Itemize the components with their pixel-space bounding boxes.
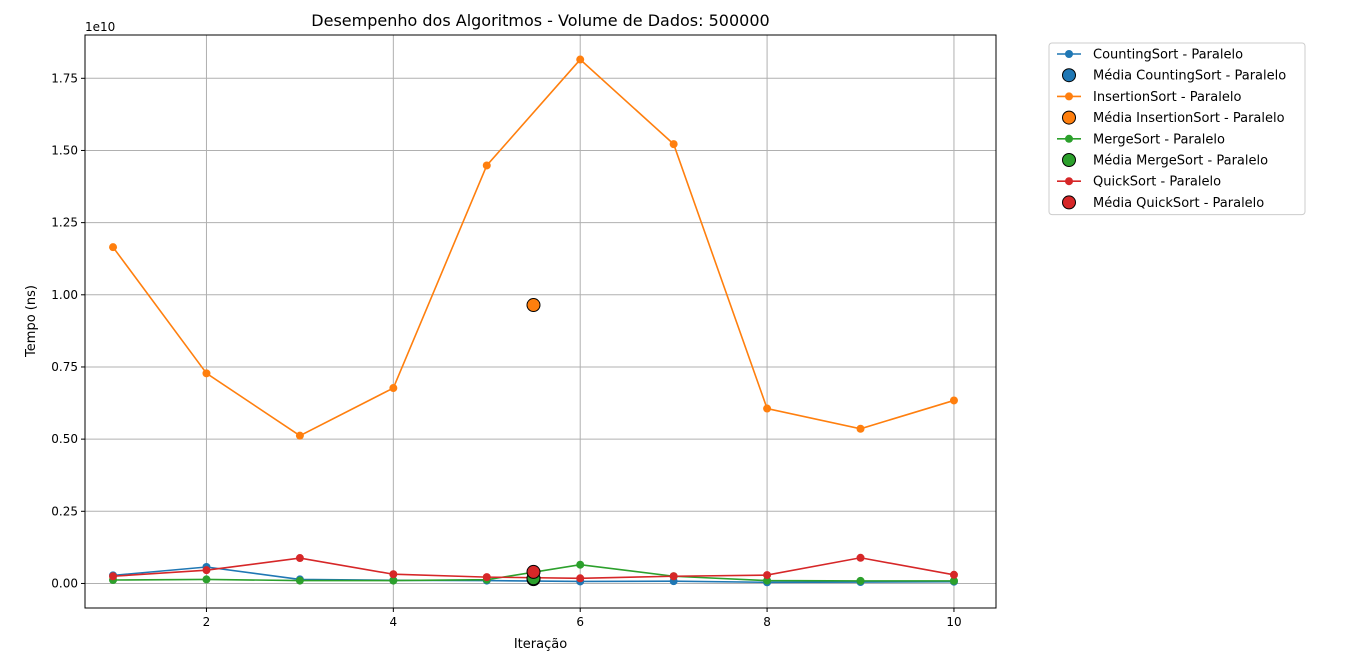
legend-entry-m-dia-insertionsort-paralelo: Média InsertionSort - Paralelo [1093, 111, 1285, 126]
x-tick-label: 6 [576, 615, 584, 629]
y-axis-label: Tempo (ns) [24, 285, 39, 358]
y-tick-label: 1.25 [51, 216, 78, 230]
x-tick-label: 8 [763, 615, 771, 629]
insertionsort-point [856, 424, 865, 433]
mean-layer [526, 298, 541, 587]
legend-mean-swatch [1062, 68, 1076, 83]
insertionsort-point [389, 384, 398, 393]
legend-mean-swatch [1062, 195, 1076, 210]
legend-entry-m-dia-mergesort-paralelo: Média MergeSort - Paralelo [1093, 154, 1268, 169]
insertionsort-point [763, 404, 772, 413]
x-tick-label: 4 [390, 615, 398, 629]
legend-entry-mergesort-paralelo: MergeSort - Paralelo [1093, 132, 1225, 147]
x-axis-label: Iteração [514, 637, 567, 652]
insertionsort-point [202, 369, 211, 378]
y-tick-label: 0.00 [51, 576, 78, 590]
insertionsort-line [112, 58, 955, 437]
legend-entry-m-dia-quicksort-paralelo: Média QuickSort - Paralelo [1093, 196, 1264, 211]
quicksort-point [669, 572, 678, 581]
mergesort-point [202, 575, 211, 584]
quicksort-point [763, 571, 772, 580]
quicksort-point [856, 553, 865, 562]
mergesort-point [763, 576, 772, 585]
mergesort-point [576, 560, 585, 569]
legend-entry-quicksort-paralelo: QuickSort - Paralelo [1093, 175, 1221, 190]
chart-title: Desempenho dos Algoritmos - Volume de Da… [311, 11, 769, 30]
legend-point-swatch [1065, 50, 1073, 58]
plot-frame [84, 34, 997, 609]
insertionsort-point [669, 140, 678, 149]
y-tick-label: 1.50 [51, 143, 78, 157]
mergesort-point [389, 576, 398, 585]
quicksort-point [949, 570, 958, 579]
x-tick-label: 10 [946, 615, 961, 629]
legend: CountingSort - Paralelo Média CountingSor… [1048, 42, 1306, 216]
insertionsort-point [482, 161, 491, 170]
insertionsort-point [109, 243, 118, 252]
legend-entry-m-dia-countingsort-paralelo: Média CountingSort - Paralelo [1093, 69, 1286, 84]
insertionsort-mean-marker [526, 298, 541, 313]
mergesort-point [949, 576, 958, 585]
legend-point-swatch [1065, 134, 1073, 143]
y-multiplier-label: 1e10 [85, 20, 115, 34]
y-tick-label: 1.00 [51, 288, 78, 302]
quicksort-mean-marker [526, 564, 541, 579]
mergesort-point [856, 576, 865, 585]
quicksort-point [576, 574, 585, 583]
insertionsort-point [295, 431, 304, 440]
quicksort-point [202, 566, 211, 575]
grid-layer [85, 35, 996, 608]
quicksort-point [389, 570, 398, 579]
quicksort-point [482, 573, 491, 582]
legend-entry-insertionsort-paralelo: InsertionSort - Paralelo [1093, 90, 1241, 105]
legend-mean-swatch [1062, 110, 1076, 125]
axis-layer: 2 4 6 8 10 0.00 0.25 0.50 0.75 1.00 1.25 1.50 1.75 [51, 71, 961, 629]
series-layer [109, 55, 958, 587]
legend-point-swatch [1065, 92, 1073, 101]
legend-point-swatch [1065, 177, 1073, 186]
insertionsort-point [576, 55, 585, 64]
legend-entry-countingsort-paralelo: CountingSort - Paralelo [1093, 48, 1243, 63]
legend-box [1048, 42, 1306, 216]
x-tick-label: 2 [203, 615, 211, 629]
y-tick-label: 0.75 [51, 360, 78, 374]
insertionsort-point [949, 396, 958, 405]
y-tick-label: 0.25 [51, 504, 78, 518]
y-tick-label: 0.50 [51, 432, 78, 446]
quicksort-point [109, 572, 118, 581]
y-tick-label: 1.75 [51, 71, 78, 85]
mergesort-point [295, 576, 304, 585]
legend-mean-swatch [1062, 153, 1076, 167]
quicksort-point [295, 554, 304, 563]
